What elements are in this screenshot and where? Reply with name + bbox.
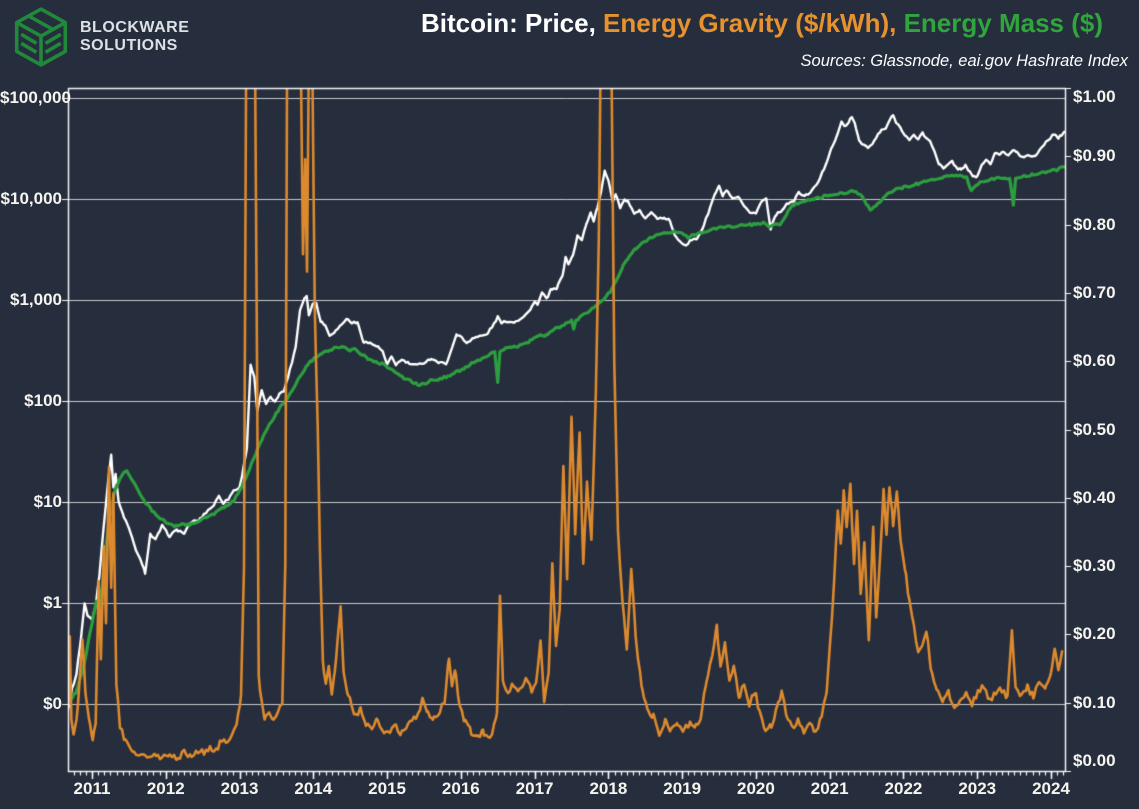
x-axis-label: 2014	[294, 779, 333, 798]
left-axis-label: $1,000	[10, 290, 62, 309]
x-axis-label: 2024	[1032, 779, 1070, 798]
x-axis-label: 2013	[220, 779, 259, 798]
left-axis-label: $0	[43, 694, 62, 713]
left-axis-label: $10	[33, 492, 62, 511]
left-axis-label: $10,000	[0, 189, 62, 208]
title-gravity-segment: Energy Gravity ($/kWh),	[603, 8, 904, 38]
right-axis-label: $0.10	[1073, 692, 1116, 712]
left-axis-label: $1	[43, 593, 62, 612]
right-axis-label: $0.60	[1073, 351, 1116, 371]
x-axis-label: 2020	[737, 779, 775, 798]
right-axis-label: $0.20	[1073, 624, 1116, 644]
x-axis-label: 2012	[146, 779, 185, 798]
right-axis-label: $0.50	[1073, 419, 1116, 439]
brand-logo: BLOCKWARE SOLUTIONS	[14, 7, 189, 67]
left-axis-label: $100,000	[0, 88, 71, 107]
right-axis-label: $0.40	[1073, 487, 1116, 507]
blockware-cube-icon	[14, 7, 68, 67]
title-mass-segment: Energy Mass ($)	[903, 8, 1103, 38]
right-axis-label: $0.90	[1073, 146, 1116, 166]
brand-name-line1: BLOCKWARE	[80, 19, 190, 36]
x-axis-label: 2021	[810, 779, 849, 798]
left-axis-label: $100	[24, 391, 62, 410]
right-axis-label: $1.00	[1073, 87, 1116, 106]
right-axis-label: $0.30	[1073, 556, 1116, 576]
x-axis-label: 2015	[368, 779, 406, 798]
sources-note: Sources: Glassnode, eai.gov Hashrate Ind…	[800, 52, 1128, 70]
x-axis-label: 2022	[884, 779, 923, 798]
x-axis-label: 2011	[73, 779, 111, 798]
chart-title: Bitcoin: Price, Energy Gravity ($/kWh), …	[385, 8, 1139, 39]
right-axis-label: $0.00	[1073, 751, 1116, 770]
x-axis-label: 2018	[589, 779, 628, 798]
title-price-segment: Bitcoin: Price,	[421, 8, 604, 38]
x-axis-label: 2017	[515, 779, 554, 798]
right-axis-label: $0.80	[1073, 214, 1116, 234]
brand-name-line2: SOLUTIONS	[80, 37, 178, 54]
right-axis-label: $0.70	[1073, 282, 1116, 302]
x-axis-label: 2023	[958, 779, 997, 798]
brand-name: BLOCKWARE SOLUTIONS	[80, 19, 189, 55]
x-axis-label: 2016	[441, 779, 480, 798]
x-axis-label: 2019	[663, 779, 702, 798]
